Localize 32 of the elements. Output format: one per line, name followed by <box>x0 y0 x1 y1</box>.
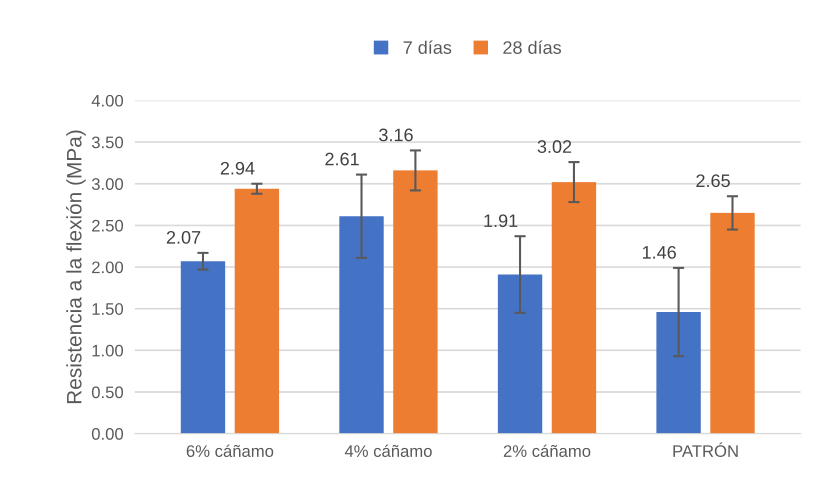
y-tick-label: 3.50 <box>92 136 124 148</box>
bar <box>552 182 596 434</box>
data-label: 2.94 <box>220 162 254 175</box>
y-tick-label: 3.00 <box>92 178 124 190</box>
y-tick-label: 0.00 <box>92 428 124 440</box>
data-label: 2.65 <box>696 174 730 188</box>
y-tick-label: 2.50 <box>92 220 124 232</box>
data-label: 3.16 <box>379 128 413 142</box>
y-tick-label: 2.00 <box>92 261 124 274</box>
y-tick-label: 0.50 <box>92 386 124 398</box>
x-tick-label: 6% cáñamo <box>186 444 274 458</box>
x-tick-label: 4% cáñamo <box>344 444 432 458</box>
bar <box>234 188 280 434</box>
bar <box>393 170 438 434</box>
y-tick-label: 1.00 <box>92 344 124 357</box>
bar <box>180 261 226 434</box>
data-label: 3.02 <box>538 140 572 153</box>
legend-label: 28 días <box>503 40 562 54</box>
data-label: 1.91 <box>484 214 518 228</box>
legend-label: 7 días <box>404 40 452 54</box>
x-tick-label: 2% cáñamo <box>504 444 590 458</box>
data-label: 1.46 <box>642 246 676 259</box>
bar <box>498 274 542 434</box>
data-label: 2.61 <box>325 152 359 166</box>
bar <box>656 312 701 434</box>
x-tick-label: PATRÓN <box>673 442 738 458</box>
data-label: 2.07 <box>166 230 200 244</box>
y-tick-label: 4.00 <box>92 94 124 107</box>
bar <box>710 212 755 434</box>
y-axis-title: Resistencia a la flexión (MPa) <box>66 130 86 404</box>
y-tick-label: 1.50 <box>92 303 124 315</box>
bar <box>339 216 384 434</box>
